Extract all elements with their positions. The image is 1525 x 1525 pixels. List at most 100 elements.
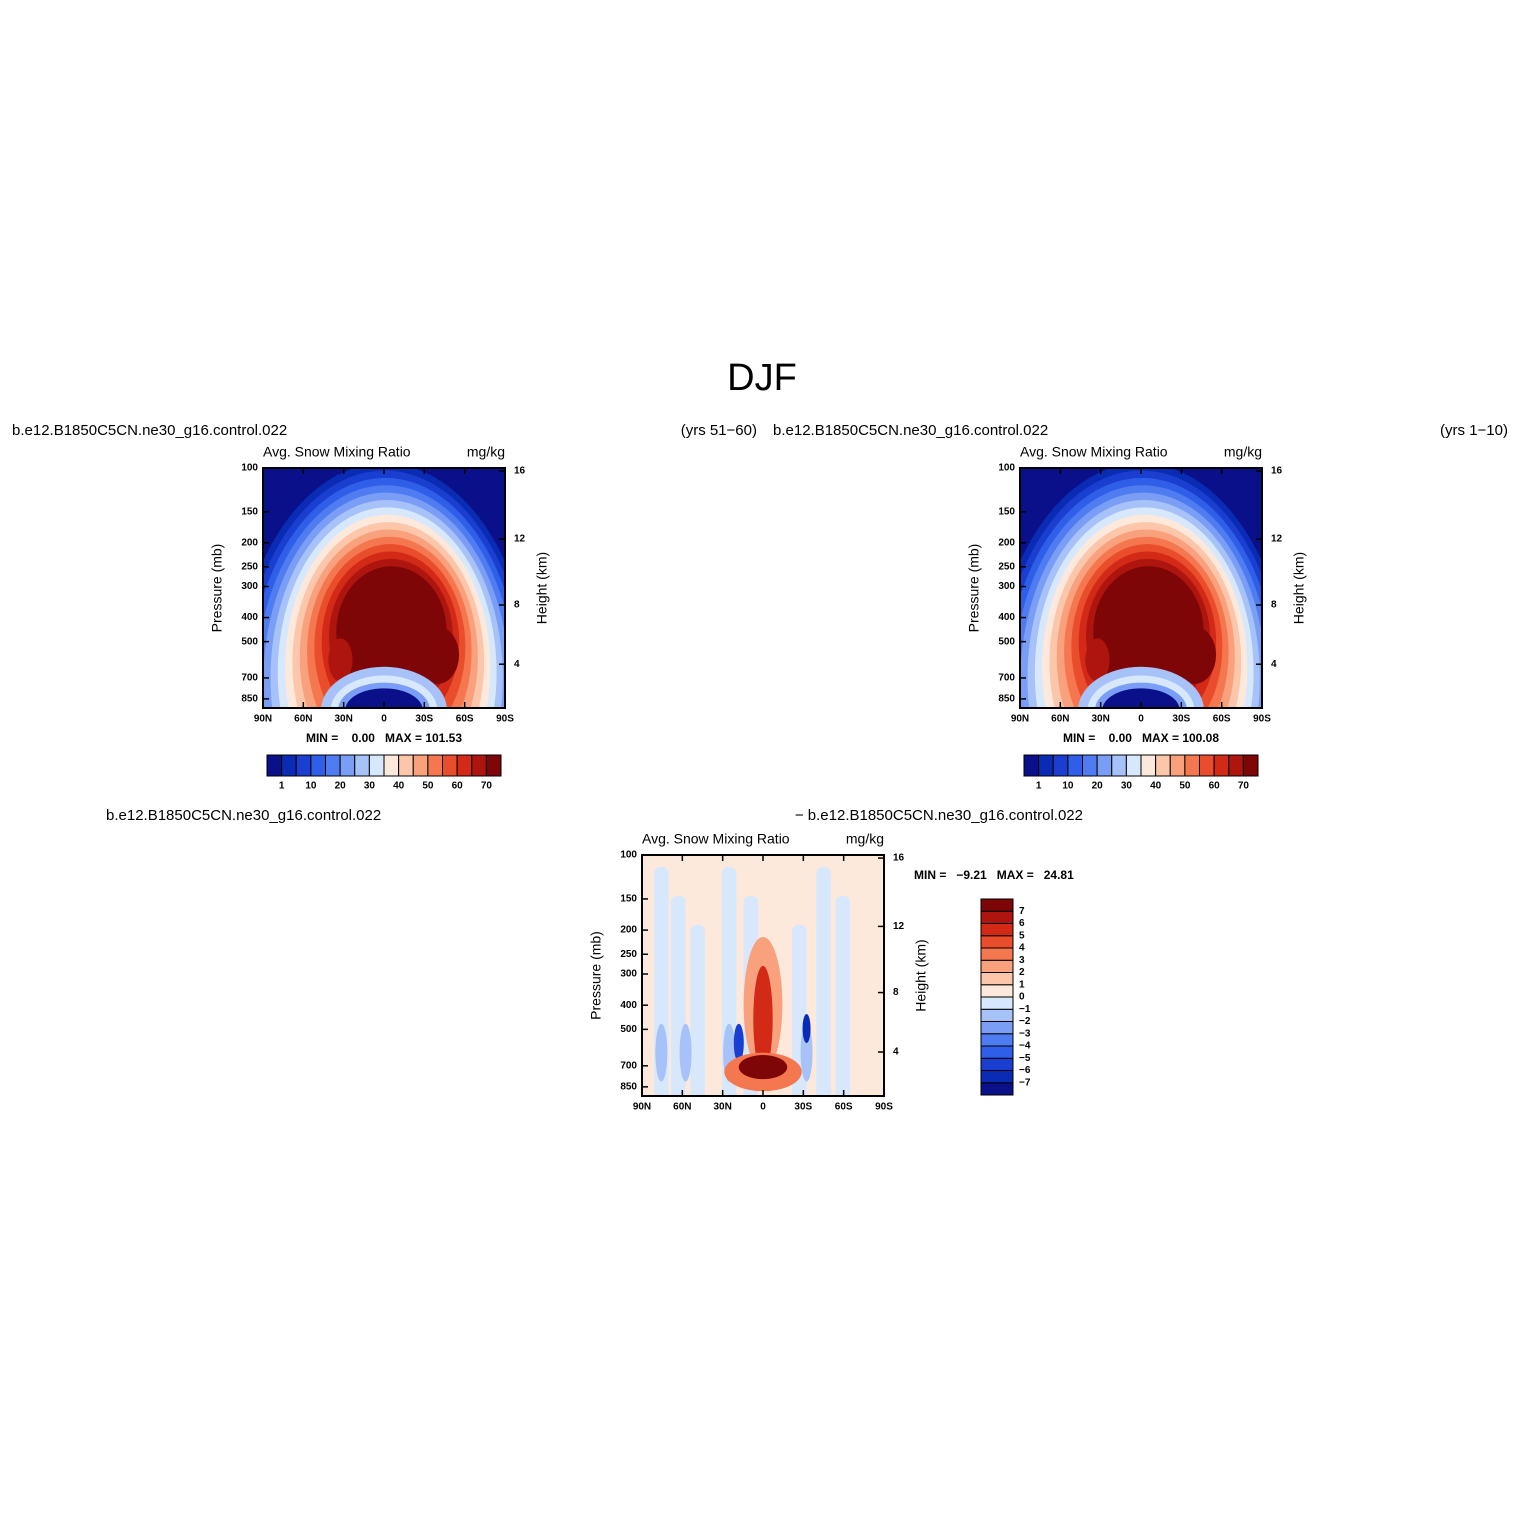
colorbar-label: 10 bbox=[305, 781, 317, 792]
colorbar-label: −1 bbox=[1019, 1004, 1031, 1015]
contour-fill bbox=[415, 626, 460, 684]
y-tick-label: 850 bbox=[241, 694, 258, 705]
colorbar-box bbox=[266, 754, 283, 777]
x-tick-label: 90N bbox=[633, 1102, 651, 1113]
colorbar-box bbox=[980, 910, 1014, 924]
y-tick-label: 400 bbox=[241, 612, 258, 623]
y2-tick-label: 16 bbox=[1271, 466, 1283, 477]
y2-tick-label: 8 bbox=[1271, 600, 1277, 611]
panel-title-left: b.e12.B1850C5CN.ne30_g16.control.022 bbox=[106, 807, 381, 824]
contour-fill bbox=[816, 867, 831, 1096]
colorbar-box bbox=[980, 959, 1014, 973]
colorbar-box bbox=[980, 1057, 1014, 1071]
y-tick-label: 400 bbox=[620, 1000, 637, 1011]
colorbar-box bbox=[980, 996, 1014, 1010]
x-tick-label: 90N bbox=[254, 714, 272, 725]
colorbar-label: −6 bbox=[1019, 1065, 1031, 1076]
colorbar-label: 6 bbox=[1019, 918, 1025, 929]
colorbar-label: −3 bbox=[1019, 1028, 1031, 1039]
y-axis-label: Pressure (mb) bbox=[966, 544, 982, 633]
y-tick-label: 300 bbox=[998, 581, 1015, 592]
colorbar-label: −2 bbox=[1019, 1016, 1031, 1027]
figure-title: DJF bbox=[727, 357, 797, 399]
colorbar-label: 30 bbox=[364, 781, 376, 792]
y2-tick-label: 12 bbox=[1271, 534, 1283, 545]
colorbar-label: 20 bbox=[335, 781, 347, 792]
colorbar-box bbox=[1111, 754, 1127, 777]
colorbar-label: 4 bbox=[1019, 943, 1025, 954]
colorbar-box bbox=[398, 754, 414, 777]
y2-tick-label: 4 bbox=[514, 659, 520, 670]
y-tick-label: 250 bbox=[241, 561, 258, 572]
colorbar-box bbox=[1169, 754, 1186, 777]
x-tick-label: 30S bbox=[1172, 714, 1190, 725]
x-tick-label: 60N bbox=[673, 1102, 691, 1113]
y2-tick-label: 8 bbox=[514, 600, 520, 611]
x-tick-label: 90N bbox=[1011, 714, 1029, 725]
plot-subtitle: Avg. Snow Mixing Ratio bbox=[1020, 444, 1168, 460]
colorbar-label: 50 bbox=[422, 781, 434, 792]
contour-fill bbox=[679, 1023, 692, 1082]
y2-tick-label: 12 bbox=[893, 921, 905, 932]
colorbar-box bbox=[368, 754, 385, 777]
x-tick-label: 90S bbox=[1253, 714, 1271, 725]
y2-tick-label: 4 bbox=[1271, 659, 1277, 670]
x-tick-label: 60S bbox=[835, 1102, 853, 1113]
colorbar-label: 7 bbox=[1019, 906, 1025, 917]
colorbar-label: −4 bbox=[1019, 1041, 1031, 1052]
min-max-stats: MIN = 0.00 MAX = 100.08 bbox=[1063, 731, 1219, 745]
contour-field bbox=[1020, 468, 1262, 708]
y-tick-label: 300 bbox=[241, 581, 258, 592]
colorbar-box bbox=[1023, 754, 1040, 777]
y-tick-label: 300 bbox=[620, 969, 637, 980]
contour-fill bbox=[328, 638, 353, 682]
colorbar-box bbox=[980, 1045, 1014, 1059]
x-tick-label: 90S bbox=[875, 1102, 893, 1113]
contour-fill bbox=[345, 688, 423, 708]
y-tick-label: 700 bbox=[620, 1060, 637, 1071]
contour-fill bbox=[655, 1023, 668, 1082]
x-tick-label: 60S bbox=[1213, 714, 1231, 725]
y-tick-label: 850 bbox=[620, 1081, 637, 1092]
contour-fill bbox=[753, 965, 773, 1072]
plot-subtitle: Avg. Snow Mixing Ratio bbox=[642, 831, 790, 847]
colorbar-box bbox=[1067, 754, 1083, 777]
colorbar-box bbox=[1155, 754, 1171, 777]
colorbar-box bbox=[383, 754, 400, 777]
colorbar-label: 60 bbox=[1209, 781, 1221, 792]
plot-units: mg/kg bbox=[467, 444, 505, 460]
x-tick-label: 30N bbox=[1091, 714, 1109, 725]
panel-title-right: (yrs 1−10) bbox=[1440, 422, 1508, 439]
y-tick-label: 200 bbox=[241, 537, 258, 548]
y2-tick-label: 4 bbox=[893, 1047, 899, 1058]
min-max-stats: MIN = 0.00 MAX = 101.53 bbox=[306, 731, 462, 745]
colorbar-box bbox=[980, 935, 1014, 949]
y2-tick-label: 8 bbox=[893, 987, 899, 998]
y-tick-label: 700 bbox=[998, 673, 1015, 684]
colorbar-label: 70 bbox=[1238, 781, 1250, 792]
x-tick-label: 30N bbox=[713, 1102, 731, 1113]
colorbar-label: 20 bbox=[1092, 781, 1104, 792]
panel-title-left: b.e12.B1850C5CN.ne30_g16.control.022 bbox=[12, 422, 287, 439]
colorbar-label: 50 bbox=[1179, 781, 1191, 792]
contour-fill bbox=[738, 1055, 788, 1080]
x-tick-label: 0 bbox=[381, 714, 387, 725]
contour-fill bbox=[802, 1014, 811, 1043]
contour-fill bbox=[800, 1023, 813, 1082]
colorbar-box bbox=[980, 1070, 1014, 1084]
colorbar-box bbox=[310, 754, 326, 777]
colorbar-label: −5 bbox=[1019, 1053, 1031, 1064]
y2-axis-label: Height (km) bbox=[534, 552, 550, 624]
colorbar-box bbox=[354, 754, 370, 777]
colorbar-box bbox=[1228, 754, 1244, 777]
x-tick-label: 60S bbox=[456, 714, 474, 725]
x-tick-label: 90S bbox=[496, 714, 514, 725]
contour-field bbox=[263, 468, 505, 708]
x-tick-label: 30S bbox=[794, 1102, 812, 1113]
colorbar-box bbox=[980, 898, 1014, 912]
y2-tick-label: 12 bbox=[514, 534, 526, 545]
contour-fill bbox=[690, 924, 705, 1096]
contour-fill bbox=[835, 895, 851, 1096]
y2-tick-label: 16 bbox=[893, 853, 905, 864]
